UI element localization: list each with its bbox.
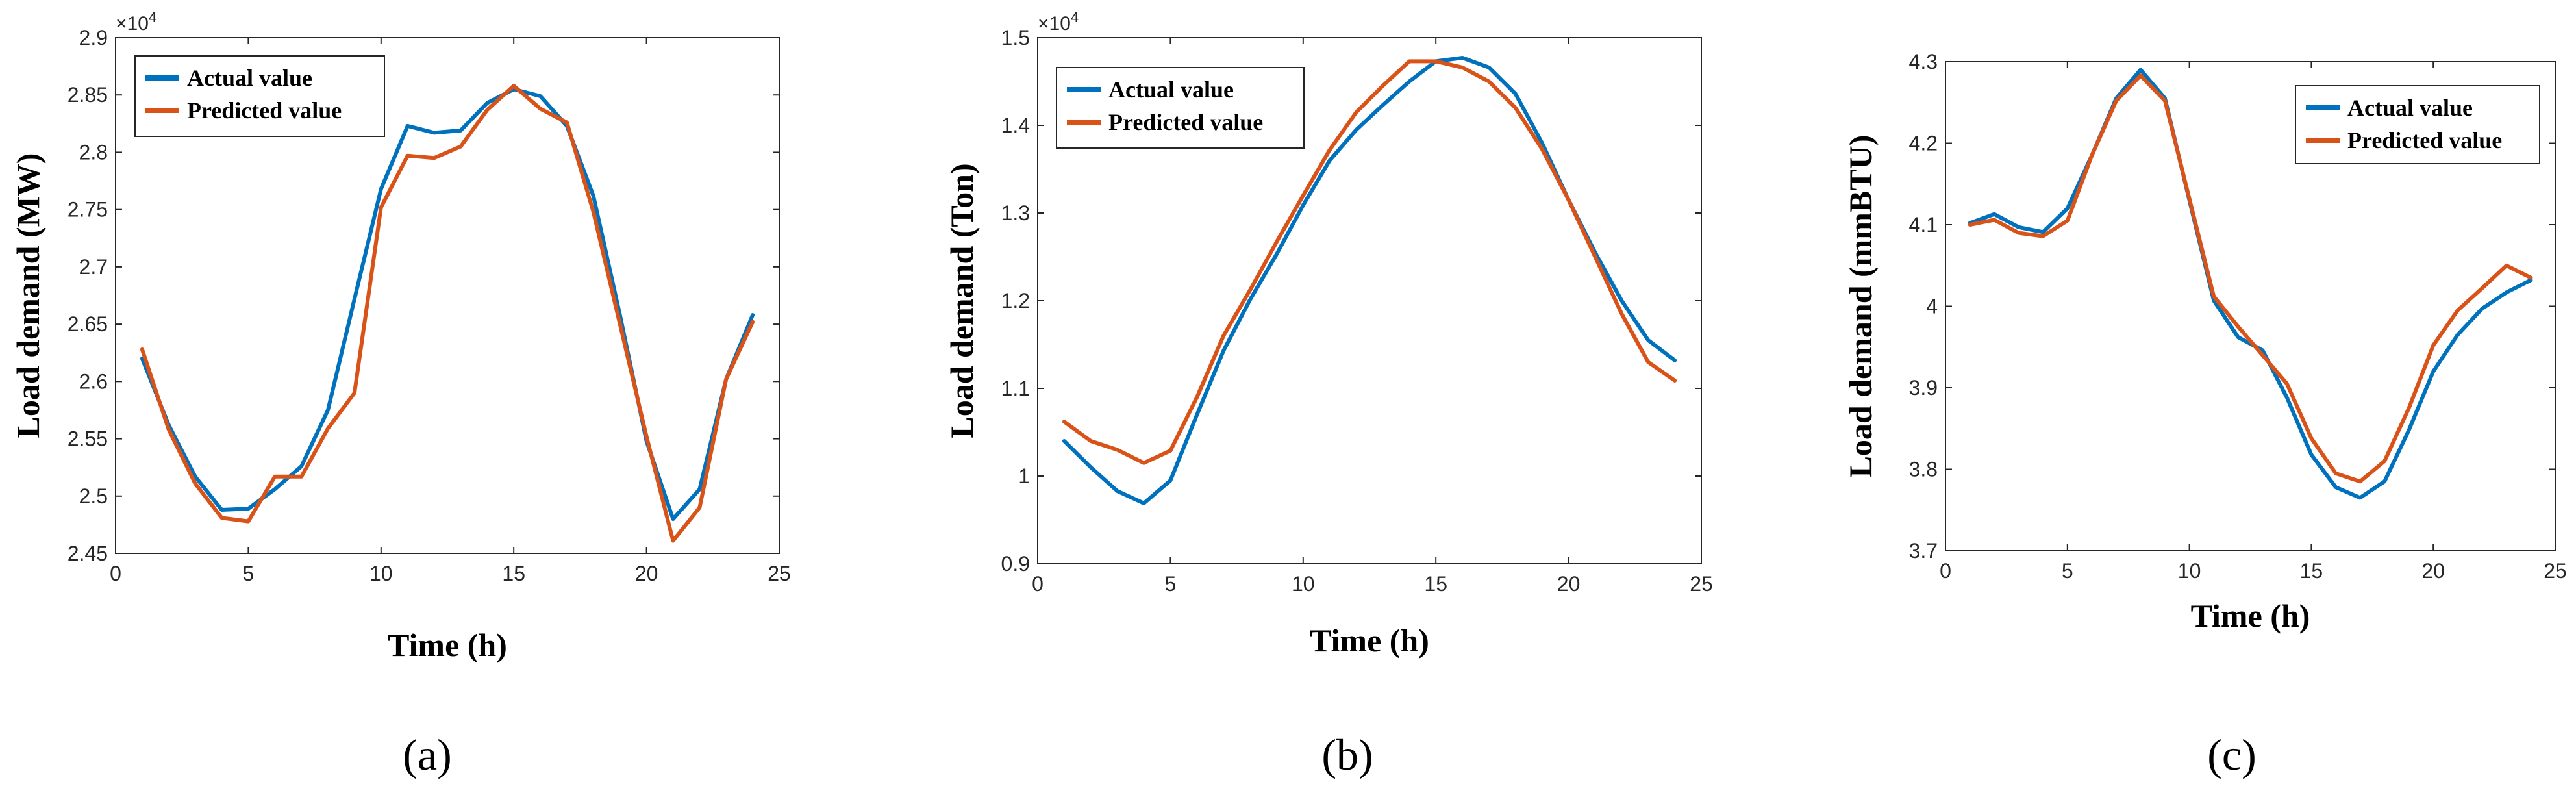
y-tick-label: 2.65 [68,312,108,336]
y-tick-label: 1.4 [1001,114,1030,137]
x-tick-label: 15 [502,562,525,585]
y-tick-label: 1.5 [1001,26,1030,49]
y-tick-label: 2.85 [68,83,108,107]
x-tick-label: 10 [369,562,393,585]
legend-entry-label: Actual value [1108,77,1234,103]
x-tick-label: 0 [110,562,121,585]
legend-entry-label: Predicted value [187,97,342,123]
y-tick-label: 3.8 [1909,458,1938,481]
y-tick-label: 2.75 [68,198,108,221]
panel-label: (a) [403,730,451,779]
legend-entry-label: Actual value [187,65,312,91]
x-tick-label: 5 [1165,572,1177,596]
x-axis-label: Time (h) [2191,598,2310,634]
legend-box [2295,85,2540,164]
axis-multiplier: ×104 [116,9,156,34]
y-tick-label: 4.1 [1909,213,1938,236]
legend-entry-label: Actual value [2347,95,2473,121]
x-tick-label: 25 [2544,559,2567,583]
x-tick-label: 5 [2062,559,2073,583]
x-tick-label: 0 [1940,559,1951,583]
chart-panel-c: 0 5 10 15 20 25 3.7 3.8 3.9 4 4.1 4.2 4.3 Actual valu… [1842,50,2567,779]
y-tick-label: 2.55 [68,427,108,451]
y-tick-label: 4.3 [1909,50,1938,73]
x-tick-label: 15 [1424,572,1447,596]
y-axis-label: Load demand (Ton) [944,163,980,438]
x-tick-label: 20 [635,562,658,585]
y-tick-label: 3.7 [1909,539,1938,562]
legend: Actual value Predicted value [134,55,385,137]
chart-panel-a: 0 5 10 15 20 25 2.45 2.5 2.55 2.6 2.65 2.7 2.75 2.8 2.… [10,9,791,779]
y-tick-label: 2.6 [79,370,108,393]
panel-label: (b) [1321,730,1373,779]
legend: Actual value Predicted value [1056,67,1305,149]
legend-entry-label: Predicted value [1108,109,1263,135]
y-axis-label: Load demand (mmBTU) [1842,135,1879,478]
x-tick-label: 0 [1032,572,1044,596]
x-tick-label: 10 [1292,572,1315,596]
axis-multiplier: ×104 [1038,9,1079,34]
y-tick-label: 1.3 [1001,201,1030,225]
y-axis-label: Load demand (MW) [10,153,46,438]
y-tick-label: 2.5 [79,485,108,508]
y-tick-label: 1.1 [1001,377,1030,400]
x-tick-label: 20 [2421,559,2445,583]
legend: Actual value Predicted value [2295,85,2540,164]
y-tick-label: 4.2 [1909,132,1938,155]
y-tick-label: 1 [1018,464,1030,488]
y-tick-label: 2.7 [79,255,108,279]
x-tick-label: 10 [2178,559,2201,583]
x-tick-label: 25 [1690,572,1713,596]
y-tick-label: 3.9 [1909,376,1938,399]
legend-entry-label: Predicted value [2347,127,2502,153]
series-line-predicted-value [140,84,755,543]
y-tick-label: 2.9 [79,26,108,49]
x-tick-label: 25 [768,562,791,585]
series-line-predicted-value [1968,73,2533,484]
x-tick-label: 5 [243,562,255,585]
x-axis-label: Time (h) [388,627,507,663]
y-tick-label: 2.8 [79,140,108,164]
x-tick-label: 20 [1557,572,1581,596]
series-line-predicted-value [1062,59,1677,465]
y-tick-label: 2.45 [68,542,108,565]
legend-box [1056,67,1305,149]
y-tick-label: 4 [1926,295,1938,318]
chart-panel-b: 0 5 10 15 20 25 0.9 1 1.1 1.2 1.3 1.4 1.5 ×104 Actual … [944,9,1713,779]
x-tick-label: 15 [2300,559,2323,583]
panel-label: (c) [2207,730,2256,779]
y-tick-label: 1.2 [1001,289,1030,312]
x-axis-label: Time (h) [1310,622,1429,659]
y-tick-label: 0.9 [1001,552,1030,575]
legend-box [134,55,385,137]
